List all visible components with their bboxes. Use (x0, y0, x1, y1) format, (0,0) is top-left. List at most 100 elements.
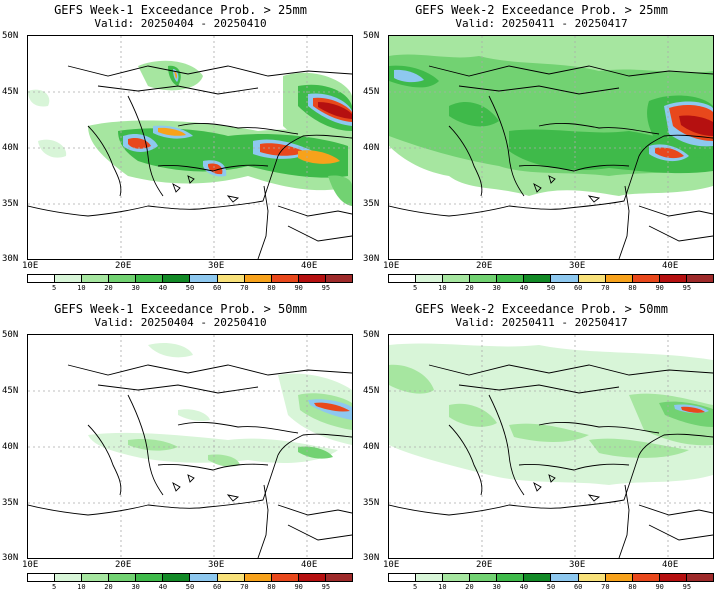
colorbar-swatch (325, 574, 352, 581)
colorbar-swatch (136, 275, 164, 282)
colorbar-tick-label: 30 (492, 284, 501, 292)
colorbar (27, 573, 353, 582)
colorbar-swatch (82, 574, 110, 581)
colorbar-tick-label: 20 (104, 583, 113, 591)
colorbar-tick-label: 50 (185, 583, 195, 591)
panel-title: GEFS Week-2 Exceedance Prob. > 50mm (415, 302, 668, 316)
colorbar-tick-label: 60 (212, 284, 222, 292)
colorbar-tick-label: 40 (158, 583, 168, 591)
colorbar (388, 274, 714, 283)
colorbar-tick-label: 70 (601, 284, 610, 292)
colorbar-swatch (325, 275, 352, 282)
precip-probability-shading (28, 60, 352, 206)
colorbar-swatch (190, 275, 218, 282)
colorbar-tick-label: 90 (294, 284, 303, 292)
lon-label: 20E (115, 261, 132, 271)
colorbar-swatch (136, 574, 164, 581)
panel-valid-dates: Valid: 20250404 - 20250410 (94, 316, 267, 329)
colorbar-tick-label: 40 (158, 284, 168, 292)
lat-label: 50N (363, 31, 380, 41)
colorbar-tick-label: 95 (682, 583, 692, 591)
lon-label: 30E (569, 560, 586, 570)
colorbar-swatch (686, 275, 713, 282)
colorbar-swatch (82, 275, 110, 282)
lat-label: 35N (363, 199, 380, 209)
map-panel-week2-25mm: GEFS Week-2 Exceedance Prob. > 25mm Vali… (361, 0, 722, 299)
colorbar-swatch (217, 275, 245, 282)
colorbar-swatch (659, 574, 687, 581)
colorbar-tick-label: 95 (321, 284, 331, 292)
colorbar-swatch (109, 275, 137, 282)
grid-lines (28, 335, 352, 558)
lat-label: 35N (363, 498, 380, 508)
panel-valid-dates: Valid: 20250411 - 20250417 (455, 316, 628, 329)
colorbar-labels: 5 10 20 30 40 50 60 70 80 90 95 (27, 584, 353, 593)
colorbar-swatch (659, 275, 687, 282)
precip-probability-shading (389, 36, 713, 196)
colorbar-swatch (524, 574, 552, 581)
colorbar-swatch (190, 574, 218, 581)
colorbar-swatch (632, 275, 660, 282)
colorbar-swatch (470, 574, 498, 581)
colorbar-tick-label: 10 (438, 284, 447, 292)
colorbar-swatch (28, 574, 56, 581)
grid-lines (389, 335, 713, 558)
lat-label: 40N (2, 442, 19, 452)
panel-valid-dates: Valid: 20250411 - 20250417 (455, 17, 628, 30)
colorbar-tick-label: 60 (212, 583, 222, 591)
colorbar-swatch (55, 574, 83, 581)
lat-label: 50N (2, 31, 19, 41)
probability-map (388, 35, 714, 260)
colorbar-swatch (578, 275, 606, 282)
colorbar-tick-label: 40 (519, 583, 529, 591)
colorbar-swatch (163, 275, 191, 282)
lat-label: 40N (363, 442, 380, 452)
probability-map (27, 334, 353, 559)
grid-lines (28, 36, 352, 259)
precip-probability-shading (389, 343, 713, 485)
colorbar-labels: 5 10 20 30 40 50 60 70 80 90 95 (388, 285, 714, 294)
grid-lines (389, 36, 713, 259)
lat-label: 50N (2, 330, 19, 340)
lon-label: 20E (115, 560, 132, 570)
colorbar-tick-label: 80 (628, 583, 637, 591)
coastlines-and-borders (28, 65, 352, 259)
colorbar-swatch (163, 574, 191, 581)
colorbar-tick-label: 10 (77, 284, 86, 292)
colorbar-tick-label: 60 (573, 583, 583, 591)
lon-label: 10E (383, 560, 400, 570)
lon-label: 20E (476, 560, 493, 570)
map-panel-week1-25mm: GEFS Week-1 Exceedance Prob. > 25mm Vali… (0, 0, 361, 299)
lon-label: 30E (569, 261, 586, 271)
colorbar-tick-label: 20 (465, 583, 474, 591)
colorbar-swatch (443, 574, 471, 581)
colorbar-swatch (298, 275, 326, 282)
coastlines-and-borders (28, 364, 352, 558)
colorbar-tick-label: 10 (77, 583, 86, 591)
lat-label: 40N (2, 143, 19, 153)
lat-label: 30N (2, 553, 19, 563)
lon-label: 30E (208, 560, 225, 570)
colorbar-swatch (605, 275, 633, 282)
colorbar-swatch (524, 275, 552, 282)
colorbar-tick-label: 90 (655, 284, 664, 292)
colorbar-swatch (470, 275, 498, 282)
lat-label: 40N (363, 143, 380, 153)
colorbar-tick-label: 30 (492, 583, 501, 591)
lon-label: 30E (208, 261, 225, 271)
colorbar-swatch (55, 275, 83, 282)
colorbar-swatch (416, 275, 444, 282)
map-panel-week2-50mm: GEFS Week-2 Exceedance Prob. > 50mm Vali… (361, 299, 722, 598)
colorbar-tick-label: 30 (131, 284, 140, 292)
colorbar-swatch (416, 574, 444, 581)
colorbar-swatch (605, 574, 633, 581)
colorbar-tick-label: 20 (465, 284, 474, 292)
colorbar-tick-label: 90 (655, 583, 664, 591)
colorbar-labels: 5 10 20 30 40 50 60 70 80 90 95 (388, 584, 714, 593)
colorbar-swatch (244, 574, 272, 581)
coastlines-and-borders (389, 65, 713, 259)
lat-label: 45N (363, 386, 380, 396)
lat-label: 30N (363, 254, 380, 264)
panel-valid-dates: Valid: 20250404 - 20250410 (94, 17, 267, 30)
probability-map (388, 334, 714, 559)
